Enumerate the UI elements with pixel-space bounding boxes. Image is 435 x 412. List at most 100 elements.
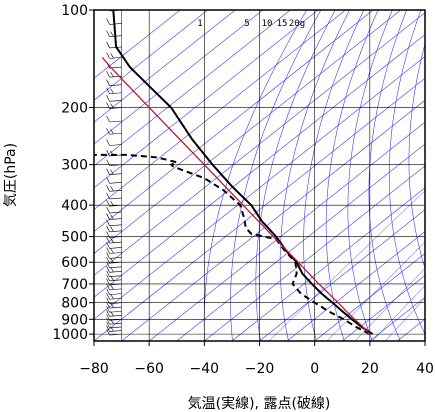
isotherm-line [286,231,425,341]
wind-barb-flag [106,321,110,329]
wind-barb-flag [110,311,114,317]
dry-adiabat-line [325,10,379,341]
wind-barb-flag [110,226,114,232]
isotherm-line [94,56,425,320]
wind-barb-flag [106,168,110,175]
y-tick-label: 1000 [52,327,88,343]
dry-adiabat-line [230,10,322,341]
wind-barb-staff [109,57,122,59]
wind-barb-flag [106,159,110,166]
dry-adiabat-line [408,42,425,270]
wind-barb-staff [109,132,122,135]
wind-barb-flag [106,257,110,264]
isotherm-line [121,99,425,341]
wind-barb-flag [106,139,110,146]
mixing-ratio-label: 5 [244,19,249,29]
isotherm-line [94,12,425,276]
y-axis-title: 気圧(hPa) [3,143,19,207]
background-grid [94,10,435,341]
isotherm-line [314,253,425,341]
x-tick-label: −20 [245,361,275,377]
y-tick-label: 600 [61,255,88,271]
parcel-line [101,56,371,335]
wind-barb-staff [109,252,122,254]
mixing-ratio-label: 20g [289,19,305,29]
isotherm-line [424,340,425,341]
wind-barb-staff [109,315,122,317]
wind-barb-staff [109,241,122,244]
mixing-ratio-label: 15 [277,19,288,29]
wind-barb-staff [109,224,122,227]
wind-barb-flag [106,115,110,123]
wind-barb-flag [110,31,114,37]
wind-barb-flag [106,225,110,232]
wind-barb-staff [109,266,122,269]
dewpoint-line [94,153,371,335]
wind-barb-flag [110,53,114,59]
wind-barb-staff [109,204,122,207]
wind-barb-flag [106,301,110,309]
wind-barb-flag [106,95,110,102]
wind-barb-staff [109,283,122,286]
wind-barb-staff [109,310,122,313]
wind-barb-staff [109,333,122,336]
isotherm-line [94,10,374,232]
profile-series [94,10,374,335]
wind-barb-staff [109,92,122,95]
x-tick-label: 0 [310,361,319,377]
wind-barb-flag [106,200,110,207]
y-tick-label: 700 [61,277,88,293]
y-tick-label: 800 [61,296,88,312]
wind-barb-staff [109,297,122,300]
wind-barb-staff [109,275,122,277]
dry-adiabat-line [428,10,435,341]
isotherm-line [259,209,425,341]
dry-adiabat-line [303,10,365,341]
dry-adiabat-line [368,10,407,341]
y-tick-label: 900 [61,312,88,328]
wind-barb-staff [109,218,122,220]
wind-barb-flag [106,306,110,313]
wind-barb-flag [110,72,114,78]
wind-barb-flag [106,297,110,304]
wind-barb-staff [109,261,122,264]
y-tick-label: 200 [61,101,88,117]
wind-barb-staff [109,84,122,86]
wind-barb-flag [110,200,114,207]
mixing-ratio-line [268,190,425,341]
y-tick-label: 100 [61,3,88,19]
wind-barb-staff [109,319,122,321]
isotherm-line [94,10,236,123]
isotherm-line [231,187,425,341]
wind-barbs [106,10,122,341]
wind-barb-flag [110,302,114,308]
wind-barb-flag [110,169,114,175]
wind-barb-staff [109,181,122,184]
isotherm-line [94,34,425,298]
wind-barb-flag [110,129,114,135]
wind-barb-flag [106,318,110,325]
wind-barb-staff [109,288,122,291]
wind-barb-flag [110,103,114,109]
mixing-ratio-label: 10 [262,19,273,29]
wind-barb-flag [110,284,114,290]
wind-barb-staff [109,144,122,146]
wind-barb-staff [109,271,122,273]
x-tick-label: 20 [361,361,379,377]
isotherm-line [342,274,425,341]
x-tick-label: −40 [190,361,220,377]
wind-barb-flag [106,236,110,244]
wind-barb-flag [110,326,114,332]
temperature-line [112,10,374,335]
mixing-ratio-line [384,297,425,341]
wind-barb-staff [109,190,122,192]
wind-barb-flag [106,274,110,281]
wind-barb-flag [106,325,110,332]
wind-barb-flag [106,185,110,192]
wind-barb-flag [106,128,110,135]
wind-barb-flag [106,87,110,94]
wind-barb-flag [106,102,110,109]
y-tick-label: 500 [61,230,88,246]
wind-barb-staff [109,302,122,305]
wind-barb-flag [106,288,110,295]
